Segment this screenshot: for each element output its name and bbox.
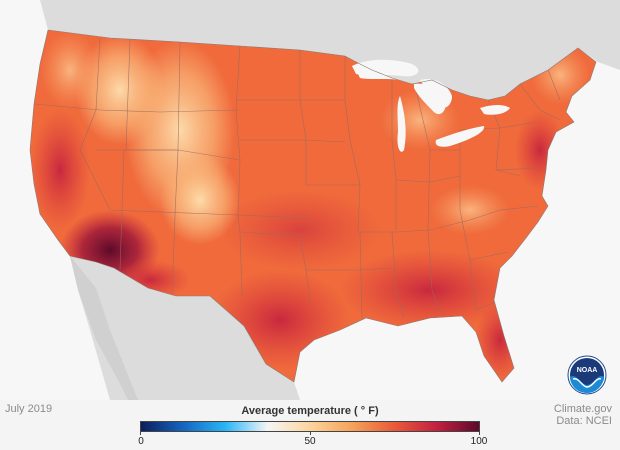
us-outline [29, 29, 597, 383]
date-label: July 2019 [5, 403, 53, 415]
noaa-logo-icon: NOAA [567, 355, 607, 395]
credit-line-data: Data: NCEI [556, 415, 612, 427]
baja-peninsula [70, 256, 138, 400]
temperature-map [0, 0, 620, 400]
legend-tick-min [140, 431, 141, 435]
legend-label-min: 0 [138, 436, 144, 447]
mexico-landmass [70, 256, 300, 400]
legend-label-mid: 50 [304, 436, 316, 447]
canada-landmass [0, 0, 620, 100]
credit-line-source: Climate.gov [553, 403, 612, 415]
legend-tick-max [479, 431, 480, 435]
lake-superior [352, 59, 419, 77]
noaa-logo-text: NOAA [577, 367, 598, 374]
state-borders [34, 37, 561, 319]
legend-tick-mid [310, 431, 311, 435]
legend-label-max: 100 [470, 436, 488, 447]
credit: Climate.gov Data: NCEI [554, 403, 612, 427]
legend-title: Average temperature ( ° F) [241, 405, 379, 417]
map-area: NOAA [0, 0, 620, 400]
